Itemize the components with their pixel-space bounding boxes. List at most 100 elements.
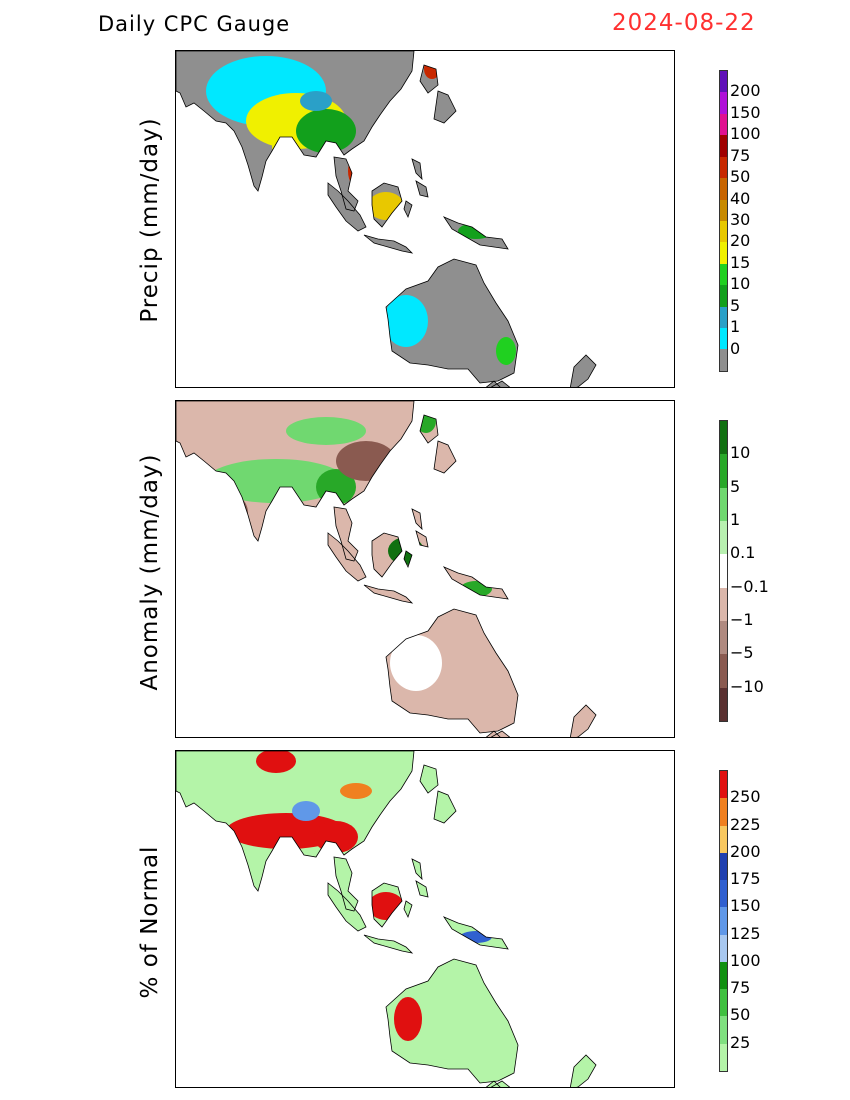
coastline	[371, 182, 403, 228]
coastline	[363, 234, 414, 254]
colorbar-band	[720, 989, 727, 1017]
data-blob	[336, 441, 396, 481]
colorbar-tick-label: 30	[730, 210, 751, 229]
land-mass	[334, 857, 358, 911]
land-mass	[570, 355, 596, 387]
data-blob	[256, 751, 296, 773]
data-blob	[178, 467, 214, 495]
land-mass	[491, 1081, 510, 1087]
coastline	[433, 440, 457, 474]
land-mass	[412, 859, 422, 879]
coastline	[371, 882, 403, 928]
colorbar-band	[720, 178, 727, 200]
coastline	[490, 730, 511, 737]
data-blob	[456, 945, 476, 957]
data-blob	[314, 821, 358, 853]
coastline	[485, 730, 501, 737]
coastline	[442, 216, 509, 250]
colorbar-tick-label: 0.1	[730, 543, 756, 563]
colorbar-tick-label: 175	[730, 869, 761, 889]
land-mass	[412, 159, 422, 179]
data-blob	[340, 783, 372, 799]
land-mass	[491, 731, 510, 737]
coastline	[490, 1080, 511, 1087]
colorbar-tick-label: 5	[730, 476, 741, 496]
colorbar-tick-label: 5	[730, 295, 741, 315]
land-mass	[434, 791, 456, 823]
land-mass	[570, 705, 596, 737]
coastline	[433, 90, 457, 124]
colorbar-band	[720, 934, 727, 962]
colorbar-band	[720, 285, 727, 307]
coastline	[419, 64, 439, 94]
land-mass	[412, 509, 422, 529]
data-blob	[182, 817, 210, 845]
coastline	[327, 182, 367, 232]
colorbar-tick-label: 150	[730, 102, 761, 122]
land-mass	[416, 881, 428, 897]
colorbar-tick-label: 15	[730, 252, 751, 272]
colorbar-tick-label: 250	[730, 787, 761, 807]
colorbar-band	[720, 587, 727, 621]
colorbar-band	[720, 92, 727, 114]
colorbar-band	[720, 349, 727, 371]
data-blob	[292, 801, 320, 821]
colorbar-tick-label: 10	[730, 443, 751, 463]
coastline	[363, 934, 414, 954]
coastline	[419, 764, 439, 794]
coastline	[419, 414, 439, 444]
colorbar-band	[720, 454, 727, 488]
coastline	[569, 354, 597, 387]
land-mass	[364, 935, 412, 953]
coastline	[403, 200, 413, 219]
coastline	[176, 51, 415, 192]
colorbar-band	[720, 242, 727, 264]
coastline	[411, 508, 423, 531]
colorbar-band	[720, 135, 727, 157]
colorbar-tick-label: 125	[730, 923, 761, 943]
colorbar-tick-label: −10	[730, 676, 764, 696]
colorbar-tick-label: 25	[730, 1032, 751, 1052]
data-blob	[348, 151, 376, 191]
colorbar-band	[720, 487, 727, 521]
precip-map	[175, 50, 675, 388]
anomaly-map-land	[176, 401, 597, 737]
land-mass	[386, 959, 518, 1083]
data-blob	[390, 635, 442, 691]
colorbar-tick-label: −1	[730, 610, 754, 629]
coastline	[569, 1054, 597, 1087]
colorbar-band	[720, 263, 727, 286]
coastline	[442, 916, 509, 950]
coastline	[333, 856, 359, 912]
colorbar-band	[720, 199, 727, 221]
coastline	[490, 380, 511, 387]
colorbar-band	[720, 113, 727, 136]
land-mass	[364, 585, 412, 603]
anomaly-ylabel: Anomaly (mm/day)	[137, 453, 163, 691]
data-blob	[424, 59, 440, 79]
data-blob	[394, 997, 422, 1041]
colorbar-band	[720, 1043, 727, 1071]
date-label: 2024-08-22	[612, 10, 756, 36]
percent-map	[175, 750, 675, 1088]
data-blob	[286, 417, 366, 445]
data-blob	[272, 137, 296, 157]
colorbar-band	[720, 687, 727, 721]
data-blob	[458, 223, 494, 239]
colorbar-band	[720, 1016, 727, 1044]
land-mass	[491, 381, 510, 387]
coastline	[176, 401, 415, 542]
colorbar-band	[720, 852, 727, 881]
data-blob	[296, 109, 356, 153]
data-blob	[228, 149, 244, 173]
anomaly-colorbar	[719, 420, 728, 722]
colorbar-tick-label: 225	[730, 814, 761, 834]
coastline	[176, 751, 415, 892]
coastline	[371, 532, 403, 578]
data-blob	[182, 111, 210, 135]
coastline	[569, 704, 597, 737]
data-blob	[460, 581, 492, 597]
colorbar-band	[720, 156, 727, 179]
colorbar-band	[720, 825, 727, 853]
coastline	[403, 900, 413, 919]
